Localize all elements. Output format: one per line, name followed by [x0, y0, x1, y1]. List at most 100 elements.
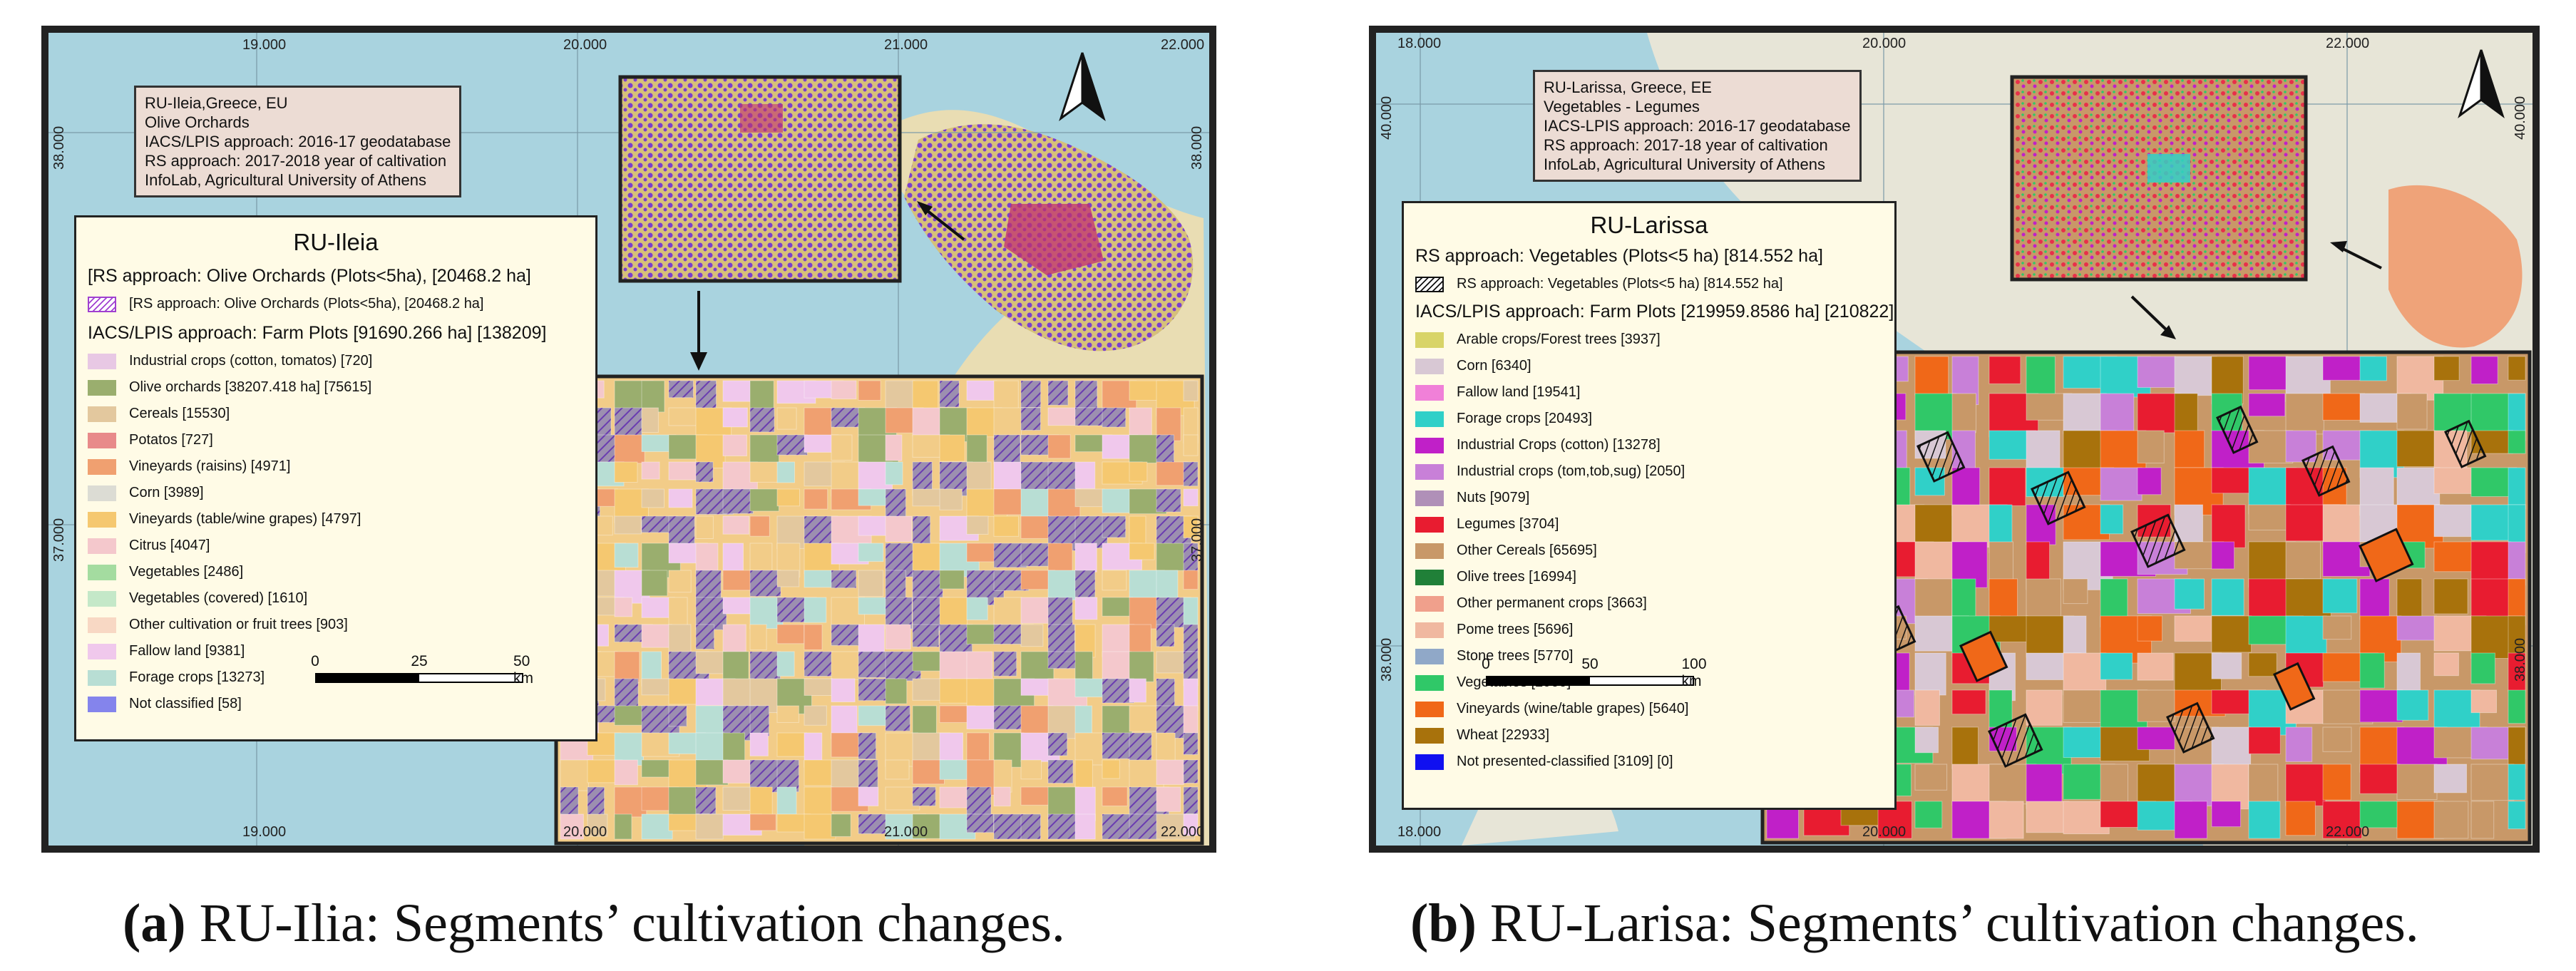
legend-label: Vegetables [2486] [129, 564, 244, 580]
scale-label: 25 [411, 653, 428, 669]
tick-left-1: 40.000 [1379, 96, 1395, 140]
scale-label: 0 [1482, 656, 1490, 672]
legend-items: Industrial crops (cotton, tomatos) [720]… [88, 348, 584, 717]
legend-item: Forage crops [20493] [1415, 406, 1883, 432]
scale-bar-ileia: 0 25 50 km [311, 653, 533, 687]
legend-swatch [88, 564, 116, 580]
legend-swatch [88, 696, 116, 712]
legend-swatch [1415, 437, 1444, 453]
legend-rs-label: RS approach: Vegetables (Plots<5 ha) [81… [1457, 276, 1783, 292]
caption-label: (b) [1410, 893, 1477, 953]
legend-swatch [1415, 727, 1444, 744]
legend-label: Cereals [15530] [129, 406, 230, 421]
legend-swatch [88, 379, 116, 396]
tick-left-2: 37.000 [51, 518, 67, 562]
legend-item: Not presented-classified [3109] [0] [1415, 749, 1883, 775]
legend-label: Forage crops [20493] [1457, 411, 1593, 426]
info-line: RS approach: 2017-18 year of caltivation [1544, 136, 1828, 154]
legend-label: Forage crops [13273] [129, 669, 265, 685]
tick-top-2: 20.000 [563, 37, 607, 53]
legend-label: Industrial crops (cotton, tomatos) [720] [129, 353, 373, 369]
legend-label: Vineyards (table/wine grapes) [4797] [129, 511, 361, 527]
legend-rs-item: RS approach: Vegetables (Plots<5 ha) [81… [1415, 271, 1883, 297]
legend-swatch [1415, 358, 1444, 374]
legend-item: Wheat [22933] [1415, 722, 1883, 749]
info-line: RU-Larissa, Greece, EE [1544, 78, 1712, 96]
scale-label: 100 km [1681, 656, 1707, 689]
legend-swatch [1415, 332, 1444, 348]
legend-label: Vineyards (wine/table grapes) [5640] [1457, 701, 1689, 716]
legend-swatch [88, 406, 116, 422]
legend-swatch [1415, 411, 1444, 427]
legend-label: Not presented-classified [3109] [0] [1457, 754, 1673, 769]
legend-swatch [88, 590, 116, 607]
legend-swatch [88, 511, 116, 528]
legend-label: Olive orchards [38207.418 ha] [75615] [129, 379, 372, 395]
legend-item: Other Cereals [65695] [1415, 538, 1883, 564]
tick-top-1: 19.000 [242, 37, 287, 53]
tick-bottom-4: 22.000 [1161, 824, 1205, 840]
legend-item: Pome trees [5696] [1415, 617, 1883, 643]
legend-label: Wheat [22933] [1457, 727, 1550, 743]
legend-item: Olive trees [16994] [1415, 564, 1883, 590]
legend-label: Nuts [9079] [1457, 490, 1530, 505]
legend-label: Vineyards (raisins) [4971] [129, 458, 291, 474]
legend-item: Corn [6340] [1415, 353, 1883, 379]
legend-item: Vegetables (covered) [1610] [88, 585, 584, 612]
info-line: RS approach: 2017-2018 year of caltivati… [145, 152, 447, 170]
tick-top-3: 21.000 [884, 37, 928, 53]
legend-rs-item: [RS approach: Olive Orchards (Plots<5ha)… [88, 291, 584, 317]
legend-swatch [1415, 543, 1444, 559]
legend-label: Pome trees [5696] [1457, 622, 1574, 637]
legend-label: Fallow land [9381] [129, 643, 245, 659]
legend-label: Arable crops/Forest trees [3937] [1457, 332, 1661, 347]
legend-item: Corn [3989] [88, 480, 584, 506]
scale-label: 50 km [513, 653, 534, 687]
caption-text: RU-Larisa: Segments’ cultivation changes… [1476, 893, 2419, 953]
legend-item: Not classified [58] [88, 691, 584, 717]
legend-item: Vegetables [2486] [88, 559, 584, 585]
legend-swatch [1415, 516, 1444, 533]
legend-label: Not classified [58] [129, 696, 242, 711]
legend-swatch [1415, 622, 1444, 638]
caption-b: (b) RU-Larisa: Segments’ cultivation cha… [1410, 893, 2419, 955]
legend-item: Forage crops [13273] [88, 664, 584, 691]
north-arrow-icon [1059, 52, 1106, 121]
legend-rs-header: RS approach: Vegetables (Plots<5 ha) [81… [1415, 246, 1823, 266]
legend-swatch [1415, 595, 1444, 612]
scale-label: 50 [1581, 656, 1599, 672]
legend-label: Citrus [4047] [129, 538, 210, 553]
legend-swatch [88, 669, 116, 686]
legend-item: Potatos [727] [88, 427, 584, 453]
legend-swatch [1415, 754, 1444, 770]
legend-rs-label: [RS approach: Olive Orchards (Plots<5ha)… [129, 296, 484, 312]
tick-right-2: 38.000 [2513, 637, 2528, 682]
info-line: IACS-LPIS approach: 2016-17 geodatabase [1544, 117, 1851, 135]
legend-swatch [1415, 490, 1444, 506]
arrow-line [923, 207, 965, 241]
tick-top-4: 22.000 [1161, 37, 1205, 53]
tick-top-1: 18.000 [1397, 36, 1442, 51]
tick-bottom-3: 21.000 [884, 824, 928, 840]
legend-label: Legumes [3704] [1457, 516, 1559, 532]
legend-items: Arable crops/Forest trees [3937] Corn [63… [1415, 327, 1883, 775]
info-line: Vegetables - Legumes [1544, 98, 1700, 115]
legend-item: Industrial Crops (cotton) [13278] [1415, 432, 1883, 458]
legend-swatch [1415, 701, 1444, 717]
legend-item: Fallow land [19541] [1415, 379, 1883, 406]
map-panel-ileia: 19.000 20.000 21.000 22.000 19.000 20.00… [41, 26, 1216, 853]
legend-label: Corn [6340] [1457, 358, 1531, 374]
legend-swatch [1415, 648, 1444, 664]
tick-right-2: 37.000 [1189, 518, 1205, 562]
legend-item: Vineyards (table/wine grapes) [4797] [88, 506, 584, 533]
legend-label: Industrial crops (tom,tob,sug) [2050] [1457, 463, 1685, 479]
legend-iacs-header: IACS/LPIS approach: Farm Plots [219959.8… [1415, 302, 1894, 322]
legend-label: Olive trees [16994] [1457, 569, 1576, 585]
scale-label: 0 [311, 653, 319, 669]
legend-item: Other permanent crops [3663] [1415, 590, 1883, 617]
legend-item: Olive orchards [38207.418 ha] [75615] [88, 374, 584, 401]
tick-bottom-2: 20.000 [1862, 824, 1907, 840]
legend-swatch [88, 432, 116, 448]
north-arrow-icon [2458, 49, 2505, 118]
legend-label: Stone trees [5770] [1457, 648, 1574, 664]
